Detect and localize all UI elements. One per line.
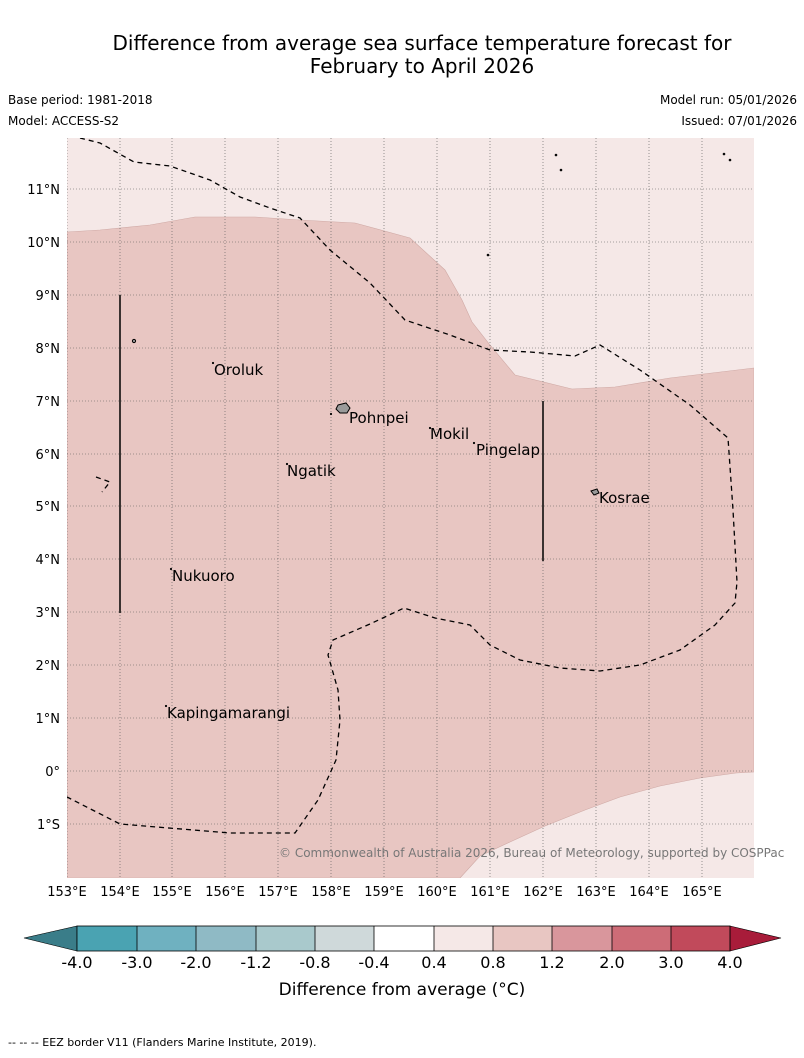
colorbar-seg-6 xyxy=(374,926,434,951)
label-ngatik: Ngatik xyxy=(287,462,336,480)
lat-label: 1°S xyxy=(37,818,60,833)
lat-label: 1°N xyxy=(36,712,61,727)
islet-mid xyxy=(486,253,490,257)
oroluk-islet xyxy=(211,361,215,365)
lat-label: 0° xyxy=(45,765,60,780)
colorbar-seg-7 xyxy=(434,926,493,951)
colorbar-seg-9 xyxy=(552,926,612,951)
colorbar-tick: 2.0 xyxy=(599,953,624,972)
colorbar-tick: 4.0 xyxy=(717,953,742,972)
pingelap-islet xyxy=(472,441,476,445)
label-kosrae: Kosrae xyxy=(599,489,650,507)
model-run: Model run: 05/01/2026 xyxy=(659,93,797,107)
islet-west xyxy=(131,338,137,344)
eez-footnote: -- -- -- EEZ border V11 (Flanders Marine… xyxy=(8,1036,317,1049)
colorbar-ticks: -4.0 -3.0 -2.0 -1.2 -0.8 -0.4 0.4 0.8 1.… xyxy=(61,953,742,972)
colorbar-tick: 0.4 xyxy=(421,953,446,972)
base-period: Base period: 1981-2018 xyxy=(8,93,153,107)
colorbar-seg-12 xyxy=(729,925,782,952)
islands xyxy=(131,152,732,708)
lat-label: 4°N xyxy=(36,553,61,568)
lon-label: 157°E xyxy=(258,885,298,900)
colorbar-frame xyxy=(76,925,731,952)
nukuoro-islet xyxy=(169,567,173,571)
model-name: Model: ACCESS-S2 xyxy=(8,114,120,128)
lon-label: 156°E xyxy=(205,885,245,900)
chart-title: Difference from average sea surface temp… xyxy=(0,32,804,78)
kapinga-islet xyxy=(164,704,168,708)
colorbar-tick: -2.0 xyxy=(180,953,211,972)
title-line-1: Difference from average sea surface temp… xyxy=(112,31,732,55)
colorbar-tick: -4.0 xyxy=(61,953,92,972)
ngatik-islet xyxy=(285,462,289,466)
lon-label: 162°E xyxy=(523,885,563,900)
colorbar-tick: 0.8 xyxy=(480,953,505,972)
colorbar-seg-10 xyxy=(612,926,671,951)
eez-borders xyxy=(67,138,738,834)
copyright-notice: © Commonwealth of Australia 2026, Bureau… xyxy=(279,846,784,860)
lon-label: 155°E xyxy=(152,885,192,900)
colorbar-seg-4 xyxy=(256,926,315,951)
colorbar: -4.0 -3.0 -2.0 -1.2 -0.8 -0.4 0.4 0.8 1.… xyxy=(23,925,782,972)
label-pingelap: Pingelap xyxy=(476,441,540,459)
colorbar-seg-2 xyxy=(137,926,196,951)
lat-label: 5°N xyxy=(36,500,61,515)
colorbar-seg-11 xyxy=(671,926,730,951)
colorbar-tick: -0.8 xyxy=(299,953,330,972)
lat-label: 2°N xyxy=(36,659,61,674)
colorbar-tick: -1.2 xyxy=(240,953,271,972)
islet-north-2 xyxy=(559,168,563,172)
lat-label: 10°N xyxy=(27,236,60,251)
longitude-labels: 153°E 154°E 155°E 156°E 157°E 158°E 159°… xyxy=(47,885,722,900)
issued-date: Issued: 07/01/2026 xyxy=(681,114,797,128)
label-oroluk: Oroluk xyxy=(214,361,263,379)
lon-label: 165°E xyxy=(682,885,722,900)
label-kapingamarangi: Kapingamarangi xyxy=(167,704,290,722)
colorbar-seg-0 xyxy=(23,925,78,952)
lat-label: 9°N xyxy=(36,289,61,304)
colorbar-tick: 1.2 xyxy=(539,953,564,972)
lon-label: 164°E xyxy=(629,885,669,900)
colorbar-tick: -0.4 xyxy=(358,953,389,972)
islet-north-1 xyxy=(554,153,558,157)
eez-west-stub xyxy=(95,476,112,493)
mokil-islet xyxy=(428,426,432,430)
label-pohnpei: Pohnpei xyxy=(349,409,409,427)
kosrae-island xyxy=(590,488,600,496)
lon-label: 158°E xyxy=(311,885,351,900)
map-area: Oroluk Pohnpei Mokil Pingelap Ngatik Kos… xyxy=(67,138,754,878)
pohnpei-islet xyxy=(329,412,333,416)
colorbar-label: Difference from average (°C) xyxy=(278,980,526,1000)
colorbar-seg-8 xyxy=(493,926,552,951)
lon-label: 159°E xyxy=(364,885,404,900)
colorbar-tick: 3.0 xyxy=(658,953,683,972)
lat-label: 7°N xyxy=(36,395,61,410)
label-nukuoro: Nukuoro xyxy=(172,567,235,585)
lon-label: 163°E xyxy=(576,885,616,900)
colorbar-seg-1 xyxy=(77,926,137,951)
lat-label: 3°N xyxy=(36,606,61,621)
islet-north-3 xyxy=(722,152,726,156)
lon-label: 153°E xyxy=(47,885,87,900)
latitude-labels: 11°N 10°N 9°N 8°N 7°N 6°N 5°N 4°N 3°N 2°… xyxy=(27,183,60,833)
label-mokil: Mokil xyxy=(430,425,469,443)
islet-north-4 xyxy=(728,158,732,162)
lon-label: 161°E xyxy=(470,885,510,900)
lat-label: 6°N xyxy=(36,448,61,463)
lon-label: 154°E xyxy=(100,885,140,900)
anomaly-region-main xyxy=(67,216,754,878)
eez-north xyxy=(67,138,738,834)
lat-label: 11°N xyxy=(27,183,60,198)
colorbar-seg-3 xyxy=(196,926,256,951)
colorbar-tick: -3.0 xyxy=(121,953,152,972)
lon-label: 160°E xyxy=(417,885,457,900)
colorbar-seg-5 xyxy=(315,926,374,951)
lat-label: 8°N xyxy=(36,342,61,357)
title-line-2: February to April 2026 xyxy=(309,54,535,78)
pohnpei-island xyxy=(335,402,351,414)
